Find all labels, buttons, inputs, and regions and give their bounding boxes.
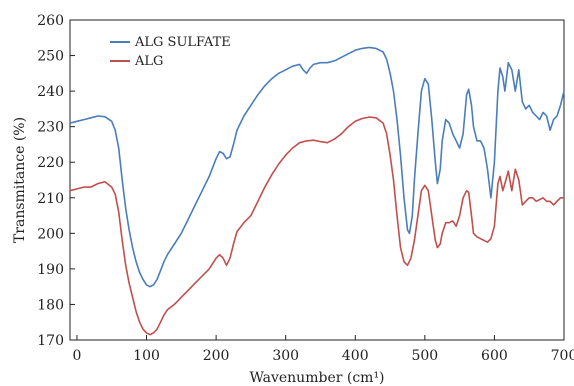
y-tick-label: 250	[37, 49, 64, 65]
y-tick-label: 240	[37, 84, 64, 100]
x-axis-title: Wavenumber (cm¹)	[249, 370, 384, 386]
x-tick-label: 400	[342, 348, 369, 364]
legend-label: ALG SULFATE	[134, 35, 231, 50]
y-tick-label: 260	[37, 13, 64, 29]
legend: ALG SULFATE ALG	[110, 35, 231, 69]
x-tick-label: 300	[272, 348, 299, 364]
legend-label: ALG	[134, 54, 163, 69]
y-tick-label: 200	[37, 226, 64, 242]
x-tick-label: 600	[481, 348, 508, 364]
x-tick-label: 500	[411, 348, 438, 364]
y-tick-label: 180	[37, 297, 64, 313]
y-tick-label: 230	[37, 120, 64, 136]
y-tick-label: 210	[37, 191, 64, 207]
y-tick-label: 220	[37, 155, 64, 171]
x-tick-label: 0	[72, 348, 81, 364]
y-tick-label: 190	[37, 262, 64, 278]
y-tick-label: 170	[37, 333, 64, 349]
x-tick-label: 100	[133, 348, 160, 364]
series-line-alg	[69, 116, 564, 336]
x-axis: 0 100 200 300 400 500 600 700	[72, 335, 574, 364]
x-tick-label: 700	[551, 348, 574, 364]
y-axis-title: Transmitance (%)	[12, 117, 28, 243]
x-tick-label: 200	[203, 348, 230, 364]
y-axis: 170 180 190 200 210 220 230 240 250 260	[37, 13, 75, 349]
plot-frame	[69, 19, 565, 341]
series-line-alg-sulfate	[69, 46, 565, 288]
series-layer	[69, 46, 565, 336]
